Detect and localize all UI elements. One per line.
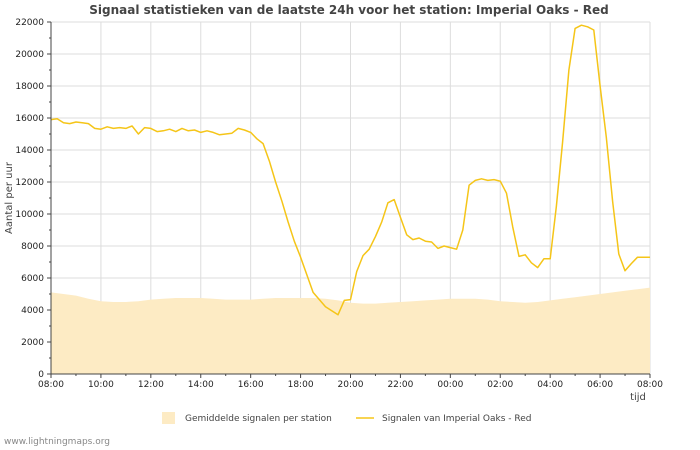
y-tick-label: 0 [38,370,44,380]
chart-title: Signaal statistieken van de laatste 24h … [89,3,609,17]
x-tick-label: 20:00 [338,380,364,390]
x-tick-label: 12:00 [138,380,164,390]
x-tick-label: 22:00 [387,380,413,390]
x-tick-label: 16:00 [238,380,264,390]
axes [47,21,651,378]
footer-credit: www.lightningmaps.org [4,437,110,447]
y-tick-label: 22000 [15,18,44,28]
legend-swatch-average [162,412,175,424]
y-axis-label: Aantal per uur [4,161,15,234]
y-tick-label: 20000 [15,50,44,60]
x-tick-labels: 08:00 10:00 12:00 14:00 16:00 18:00 20:00 22:00… [38,380,663,390]
average-area-layer [51,287,650,374]
x-axis-label: tijd [630,392,646,403]
x-tick-label: 14:00 [188,380,214,390]
x-tick-label: 00:00 [437,380,463,390]
legend: Gemiddelde signalen per station Signalen… [162,412,531,424]
station-signals-line [50,24,650,316]
x-tick-label: 18:00 [288,380,314,390]
y-tick-label: 16000 [15,114,44,124]
x-tick-label: 10:00 [88,380,114,390]
y-tick-label: 8000 [21,242,44,252]
x-tick-label: 06:00 [587,380,613,390]
x-tick-label: 08:00 [38,380,64,390]
x-tick-label: 08:00 [637,380,663,390]
x-tick-label: 02:00 [487,380,513,390]
legend-label-average: Gemiddelde signalen per station [185,414,332,424]
y-tick-labels: 0 2000 4000 6000 8000 10000 12000 14000 16000 180… [15,18,44,380]
y-tick-label: 2000 [21,338,44,348]
legend-label-station: Signalen van Imperial Oaks - Red [382,414,531,424]
x-tick-label: 04:00 [537,380,563,390]
y-tick-label: 18000 [15,82,44,92]
y-tick-label: 6000 [21,274,44,284]
average-signals-area [51,287,650,374]
y-tick-label: 14000 [15,146,44,156]
station-line-layer [50,24,650,316]
y-tick-label: 10000 [15,210,44,220]
y-tick-label: 12000 [15,178,44,188]
y-tick-label: 4000 [21,306,44,316]
